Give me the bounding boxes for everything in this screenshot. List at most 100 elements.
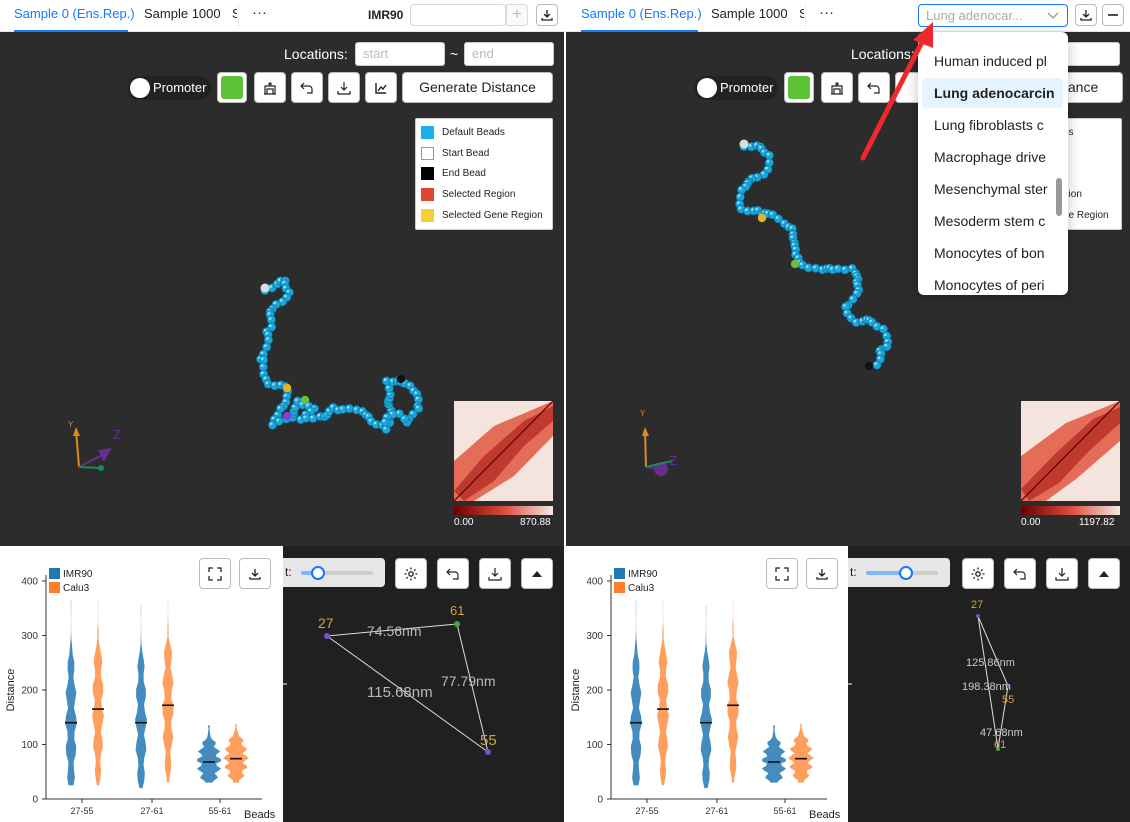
download-plot-button[interactable] (806, 558, 838, 589)
node-55[interactable] (1006, 684, 1010, 688)
bead-highlight (842, 267, 846, 270)
generate-distance-button[interactable]: Generate Distance (402, 72, 553, 103)
undo-button[interactable] (858, 72, 890, 103)
promoter-toggle[interactable]: Promoter (694, 76, 778, 100)
start-location-input[interactable]: start (355, 42, 445, 66)
fullscreen-icon (208, 566, 222, 581)
bead-highlight (263, 376, 267, 380)
chromosome-3d-model[interactable]: Y Z (565, 32, 1130, 546)
minimize-button[interactable] (1102, 4, 1124, 26)
structure-viewer[interactable]: Locations: start ~ end Promoter Generate… (0, 32, 565, 546)
heatmap-svg (1020, 400, 1121, 502)
distance-graph-panel[interactable]: t: (848, 546, 1130, 822)
bead-highlight (268, 317, 272, 320)
node-55[interactable] (485, 749, 491, 755)
tab-sample-partial[interactable]: Sa (232, 6, 237, 21)
bead-highlight (366, 414, 369, 417)
download-graph-button[interactable] (1046, 558, 1078, 589)
bead (344, 404, 354, 414)
bead-highlight (294, 398, 298, 402)
node-61[interactable] (996, 747, 1000, 751)
option-monocytes-peri[interactable]: Monocytes of peri (934, 277, 1045, 293)
node-61[interactable] (454, 621, 460, 627)
bead-highlight (282, 280, 285, 284)
slider-fill (301, 571, 319, 575)
tab-sample-0[interactable]: Sample 0 (Ens.Rep.) (581, 0, 702, 32)
x-tick-label: 27-55 (635, 806, 658, 816)
download-structure-button[interactable] (328, 72, 360, 103)
tab-sample-partial[interactable]: S (799, 6, 804, 21)
dropdown-scrollbar[interactable] (1056, 178, 1062, 216)
slider-track[interactable] (866, 566, 938, 580)
violin-shape (135, 605, 147, 789)
slider-handle[interactable] (899, 566, 913, 580)
download-button[interactable] (536, 4, 558, 26)
legend-label: Selected Region (442, 189, 516, 200)
node-27[interactable] (976, 614, 980, 618)
tab-sample-1000[interactable]: Sample 1000 (711, 6, 788, 21)
generate-distance-button[interactable]: tance (1061, 72, 1123, 103)
bead-highlight (877, 356, 881, 360)
y-tick-label: 300 (586, 631, 603, 642)
colorbar (454, 506, 553, 515)
settings-button[interactable] (395, 558, 427, 589)
distance-heatmap[interactable] (453, 400, 554, 502)
option-lung-adenocarcinoma[interactable]: Lung adenocarcin (922, 78, 1063, 108)
option-lung-fibroblasts[interactable]: Lung fibroblasts c (934, 117, 1044, 133)
option-monocytes-bone[interactable]: Monocytes of bon (934, 245, 1045, 261)
more-tabs-button[interactable]: ··· (819, 4, 834, 21)
download-graph-button[interactable] (479, 558, 511, 589)
download-button[interactable] (1075, 4, 1097, 26)
distance-graph-panel[interactable]: t: (283, 546, 565, 822)
legend-swatch (421, 147, 434, 160)
bead-chain (256, 276, 424, 434)
fullscreen-button[interactable] (199, 558, 231, 589)
reset-graph-button[interactable] (437, 558, 469, 589)
legend-label: Calu3 (63, 583, 90, 594)
undo-button[interactable] (291, 72, 323, 103)
violin-legend: IMR90 Calu3 (49, 568, 93, 594)
more-tabs-button[interactable]: ··· (252, 4, 267, 21)
chart-button[interactable] (365, 72, 397, 103)
slider-track[interactable] (301, 566, 373, 580)
legend-swatch (421, 209, 434, 222)
cell-line-select[interactable]: Lung adenocar... (918, 4, 1068, 27)
cell-line-input[interactable] (410, 4, 506, 26)
reset-graph-button[interactable] (1004, 558, 1036, 589)
bead-highlight (743, 183, 746, 187)
option-macrophage[interactable]: Macrophage drive (934, 149, 1047, 165)
end-location-input[interactable]: end (464, 42, 554, 66)
y-axis-label: Y (68, 420, 74, 429)
bead-highlight (737, 194, 741, 198)
bead-highlight (346, 405, 350, 409)
bead-color-picker[interactable] (784, 72, 814, 103)
bead-highlight (317, 413, 321, 417)
distance-heatmap[interactable] (1020, 400, 1121, 502)
tab-sample-0[interactable]: Sample 0 (Ens.Rep.) (14, 0, 135, 32)
chromosome-3d-model[interactable]: Y Z (0, 32, 565, 546)
violin-shape (630, 600, 642, 786)
bead-color-picker[interactable] (217, 72, 247, 103)
restore-view-button[interactable] (821, 72, 853, 103)
option-mesoderm[interactable]: Mesoderm stem c (934, 213, 1046, 229)
restore-view-button[interactable] (254, 72, 286, 103)
y-axis-label: Distance (5, 669, 17, 712)
add-cell-line-button[interactable]: + (506, 4, 528, 26)
slider-handle[interactable] (311, 566, 325, 580)
settings-button[interactable] (962, 558, 994, 589)
node-27[interactable] (324, 633, 330, 639)
promoter-toggle[interactable]: Promoter (127, 76, 211, 100)
x-tick-label: 55-61 (773, 806, 796, 816)
option-mesenchymal[interactable]: Mesenchymal ster (934, 181, 1048, 197)
fullscreen-button[interactable] (766, 558, 798, 589)
option-human-induced[interactable]: Human induced pl (934, 53, 1047, 69)
bead-highlight (770, 212, 773, 215)
collapse-button[interactable] (1088, 558, 1120, 589)
tab-sample-1000[interactable]: Sample 1000 (144, 6, 221, 21)
divider (805, 4, 806, 28)
pane-separator (564, 0, 566, 822)
download-plot-button[interactable] (239, 558, 271, 589)
collapse-button[interactable] (521, 558, 553, 589)
heatmap-core (454, 406, 553, 501)
bead-highlight (793, 246, 796, 250)
